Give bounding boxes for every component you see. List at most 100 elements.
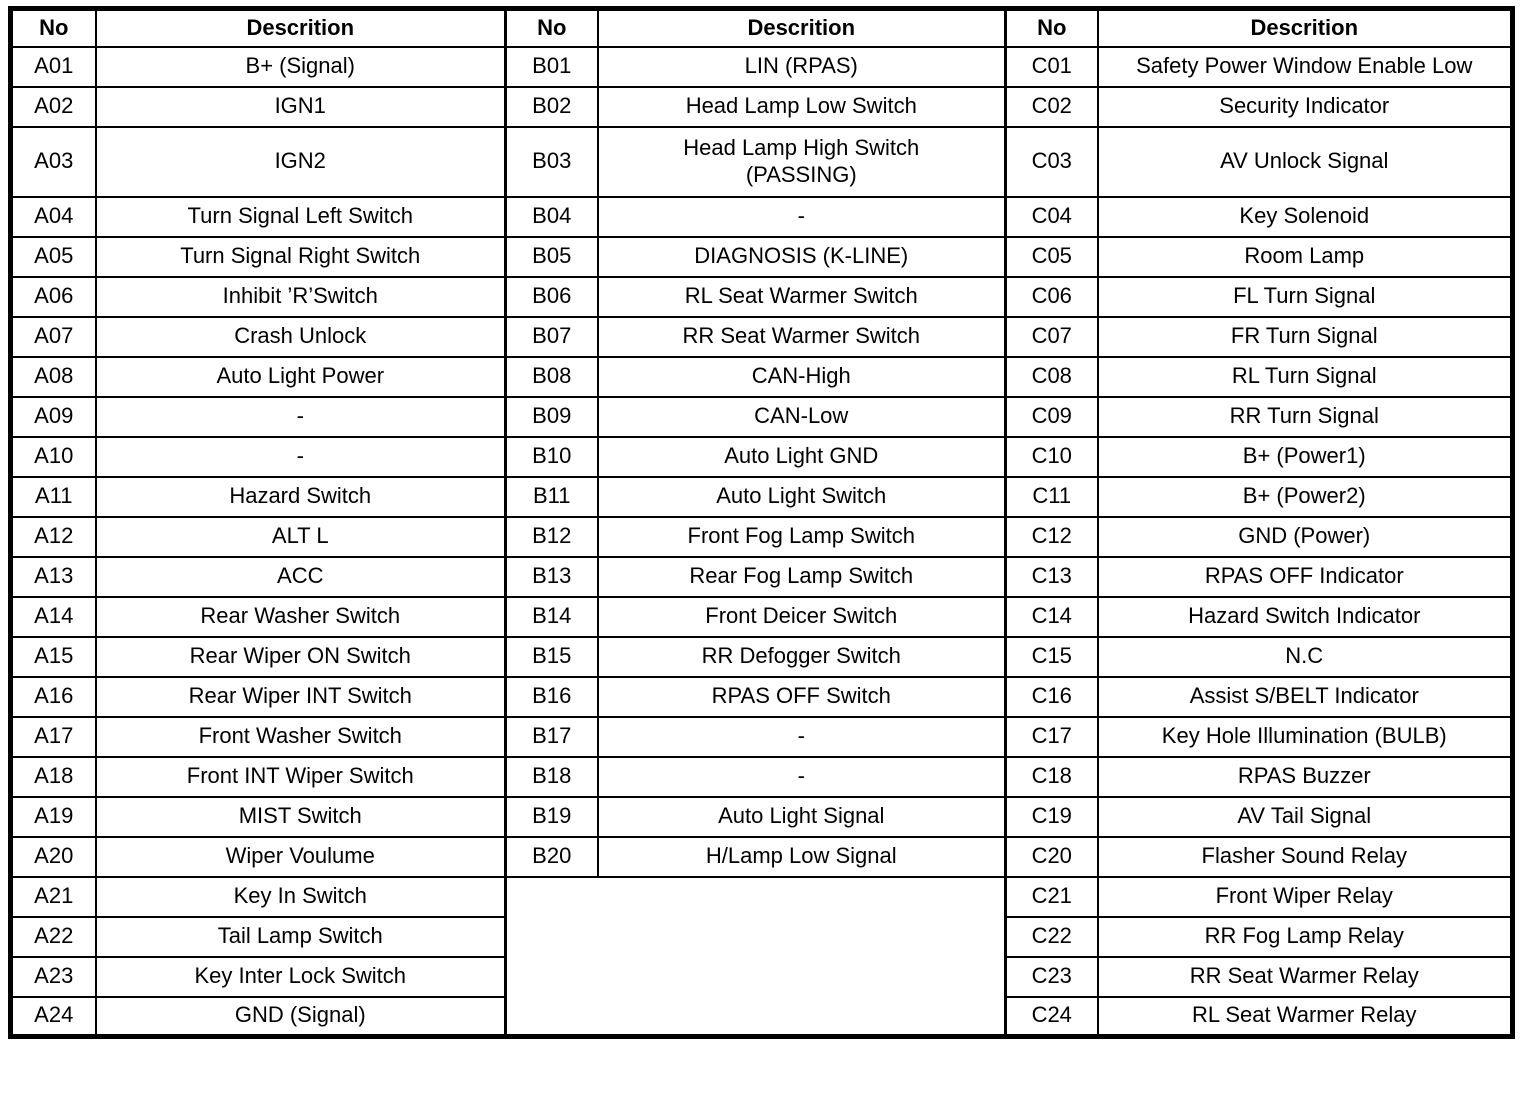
- pin-desc-cell: Rear Wiper ON Switch: [94, 635, 507, 678]
- pin-desc-cell: Key Solenoid: [1096, 195, 1514, 238]
- pin-desc-cell: -: [94, 395, 507, 438]
- pin-desc-cell: -: [94, 435, 507, 478]
- table-row: A24 GND (Signal) C24 RL Seat Warmer Rela…: [9, 995, 1514, 1038]
- pin-desc-cell: Security Indicator: [1096, 85, 1514, 128]
- pin-desc-cell: Auto Light Switch: [596, 475, 1007, 518]
- pin-desc-cell: Hazard Switch: [94, 475, 507, 518]
- pin-desc-cell: AV Tail Signal: [1096, 795, 1514, 838]
- table-row: A12 ALT L B12 Front Fog Lamp Switch C12 …: [9, 515, 1514, 558]
- pin-no-cell: A08: [9, 355, 97, 398]
- pin-no-cell: A19: [9, 795, 97, 838]
- pin-desc-cell: Rear Wiper INT Switch: [94, 675, 507, 718]
- header-desc-cell-c: Descrition: [1096, 7, 1514, 48]
- pin-no-cell: C18: [1004, 755, 1099, 798]
- pin-desc-cell: Hazard Switch Indicator: [1096, 595, 1514, 638]
- pin-desc-cell: -: [596, 195, 1007, 238]
- table-row: A11 Hazard Switch B11 Auto Light Switch …: [9, 475, 1514, 518]
- pin-desc-cell: Turn Signal Right Switch: [94, 235, 507, 278]
- header-no-cell-c: No: [1004, 7, 1099, 48]
- pin-desc-cell: H/Lamp Low Signal: [596, 835, 1007, 878]
- pin-desc-cell: Safety Power Window Enable Low: [1096, 45, 1514, 88]
- pin-desc-cell: RL Seat Warmer Relay: [1096, 995, 1514, 1038]
- pin-no-cell: C07: [1004, 315, 1099, 358]
- pin-no-cell: A13: [9, 555, 97, 598]
- pin-no-cell: C04: [1004, 195, 1099, 238]
- pin-assignment-table: No Descrition No Descrition No Descritio…: [8, 6, 1515, 1039]
- table-row: A18 Front INT Wiper Switch B18 - C18 RPA…: [9, 755, 1514, 798]
- pin-no-cell: A14: [9, 595, 97, 638]
- pin-no-cell: A02: [9, 85, 97, 128]
- table-row: A17 Front Washer Switch B17 - C17 Key Ho…: [9, 715, 1514, 758]
- table-row: A10 - B10 Auto Light GND C10 B+ (Power1): [9, 435, 1514, 478]
- pin-desc-cell: Wiper Voulume: [94, 835, 507, 878]
- pin-no-cell: A17: [9, 715, 97, 758]
- pin-no-cell: A03: [9, 125, 97, 198]
- pin-no-cell: A12: [9, 515, 97, 558]
- pin-no-cell: A23: [9, 955, 97, 998]
- pin-desc-cell: RR Defogger Switch: [596, 635, 1007, 678]
- pin-no-cell: B13: [504, 555, 599, 598]
- pin-desc-cell: IGN2: [94, 125, 507, 198]
- pin-no-cell: C14: [1004, 595, 1099, 638]
- table-row: A03 IGN2 B03 Head Lamp High Switch (PASS…: [9, 125, 1514, 198]
- table-row: A08 Auto Light Power B08 CAN-High C08 RL…: [9, 355, 1514, 398]
- pin-desc-cell: ALT L: [94, 515, 507, 558]
- pin-desc-cell: Assist S/BELT Indicator: [1096, 675, 1514, 718]
- pin-no-cell: A05: [9, 235, 97, 278]
- table-row: A22 Tail Lamp Switch C22 RR Fog Lamp Rel…: [9, 915, 1514, 958]
- table-row: A04 Turn Signal Left Switch B04 - C04 Ke…: [9, 195, 1514, 238]
- table-row: A09 - B09 CAN-Low C09 RR Turn Signal: [9, 395, 1514, 438]
- pin-no-cell: A09: [9, 395, 97, 438]
- pin-no-cell: A16: [9, 675, 97, 718]
- pin-no-cell: B15: [504, 635, 599, 678]
- pin-no-cell: B10: [504, 435, 599, 478]
- pin-desc-cell: Turn Signal Left Switch: [94, 195, 507, 238]
- pin-desc-cell: FL Turn Signal: [1096, 275, 1514, 318]
- pin-no-cell: B07: [504, 315, 599, 358]
- pin-desc-cell: B+ (Signal): [94, 45, 507, 88]
- table-row: A02 IGN1 B02 Head Lamp Low Switch C02 Se…: [9, 85, 1514, 128]
- pin-no-cell: A07: [9, 315, 97, 358]
- pin-no-cell: B20: [504, 835, 599, 878]
- table-row: A07 Crash Unlock B07 RR Seat Warmer Swit…: [9, 315, 1514, 358]
- pin-no-cell: B01: [504, 45, 599, 88]
- pin-no-cell: C08: [1004, 355, 1099, 398]
- header-desc-cell-b: Descrition: [596, 7, 1007, 48]
- pin-desc-cell: Tail Lamp Switch: [94, 915, 507, 958]
- pin-desc-cell: Room Lamp: [1096, 235, 1514, 278]
- pin-desc-cell: RR Seat Warmer Switch: [596, 315, 1007, 358]
- pin-desc-cell: IGN1: [94, 85, 507, 128]
- pin-no-cell: B04: [504, 195, 599, 238]
- pin-desc-cell: CAN-Low: [596, 395, 1007, 438]
- pin-desc-cell: Inhibit ’R’Switch: [94, 275, 507, 318]
- pin-desc-cell: Front Wiper Relay: [1096, 875, 1514, 918]
- pin-desc-cell: RPAS Buzzer: [1096, 755, 1514, 798]
- pin-desc-cell: B+ (Power1): [1096, 435, 1514, 478]
- pin-no-cell: C23: [1004, 955, 1099, 998]
- pin-desc-cell: RR Seat Warmer Relay: [1096, 955, 1514, 998]
- pin-desc-cell: Auto Light GND: [596, 435, 1007, 478]
- pin-no-cell: A10: [9, 435, 97, 478]
- pin-desc-cell: -: [596, 715, 1007, 758]
- pin-no-cell: B08: [504, 355, 599, 398]
- pin-no-cell: A24: [9, 995, 97, 1038]
- pin-desc-cell: Flasher Sound Relay: [1096, 835, 1514, 878]
- pin-no-cell: C15: [1004, 635, 1099, 678]
- pin-no-cell: C09: [1004, 395, 1099, 438]
- pin-no-cell: C17: [1004, 715, 1099, 758]
- header-row: No Descrition No Descrition No Descritio…: [9, 7, 1514, 48]
- pin-desc-cell: RR Fog Lamp Relay: [1096, 915, 1514, 958]
- pin-desc-cell: RL Seat Warmer Switch: [596, 275, 1007, 318]
- pin-desc-cell: Key In Switch: [94, 875, 507, 918]
- pin-no-cell: B03: [504, 125, 599, 198]
- pin-desc-cell: RPAS OFF Switch: [596, 675, 1007, 718]
- table-row: A05 Turn Signal Right Switch B05 DIAGNOS…: [9, 235, 1514, 278]
- pin-desc-cell: Auto Light Signal: [596, 795, 1007, 838]
- pin-no-cell: A06: [9, 275, 97, 318]
- pin-no-cell: C01: [1004, 45, 1099, 88]
- table-row: A19 MIST Switch B19 Auto Light Signal C1…: [9, 795, 1514, 838]
- pin-desc-cell: GND (Power): [1096, 515, 1514, 558]
- table-row: A15 Rear Wiper ON Switch B15 RR Defogger…: [9, 635, 1514, 678]
- header-desc-cell-a: Descrition: [94, 7, 507, 48]
